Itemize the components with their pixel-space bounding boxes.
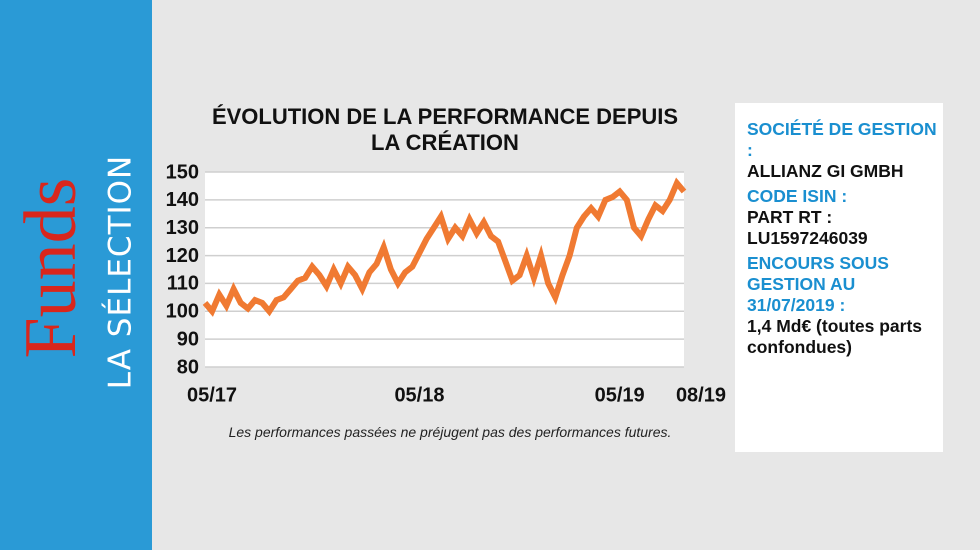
x-tick-label: 08/19: [676, 384, 726, 406]
info-label: CODE ISIN :: [747, 186, 848, 206]
x-tick-label: 05/17: [187, 384, 237, 406]
y-tick-label: 110: [167, 273, 199, 295]
info-value: 1,4 Md€ (toutes parts confondues): [747, 316, 923, 357]
brand: Funds: [10, 178, 92, 359]
line: [202, 177, 687, 317]
y-tick-label: 100: [166, 301, 199, 323]
info-box: SOCIÉTÉ DE GESTION : ALLIANZ GI GMBH CODE …: [735, 103, 943, 452]
sidebar: [0, 0, 152, 550]
info-label: ENCOURS SOUS GESTION AU 31/07/2019 :: [747, 253, 889, 315]
y-tick-label: 90: [177, 328, 199, 350]
y-tick-label: 80: [177, 356, 199, 378]
y-tick-label: 140: [166, 189, 199, 211]
y-tick-label: 150: [166, 161, 199, 183]
plot-area: [205, 172, 684, 367]
footnote: Les performances passées ne préjugent pa…: [228, 424, 672, 440]
info-label: SOCIÉTÉ DE GESTION :: [747, 119, 937, 160]
x-tick-label: 05/19: [595, 384, 645, 406]
x-tick-label: 05/18: [394, 384, 444, 406]
brand-subtitle: LA SÉLECTION: [103, 155, 139, 389]
info-value: ALLIANZ GI GMBH: [747, 161, 904, 181]
info-value: PART RT : LU1597246039: [747, 207, 868, 248]
y-tick-label: 130: [166, 217, 199, 239]
chart-title: ÉVOLUTION DE LA PERFORMANCE DEPUIS LA CR…: [211, 104, 679, 155]
y-tick-label: 120: [166, 245, 199, 267]
